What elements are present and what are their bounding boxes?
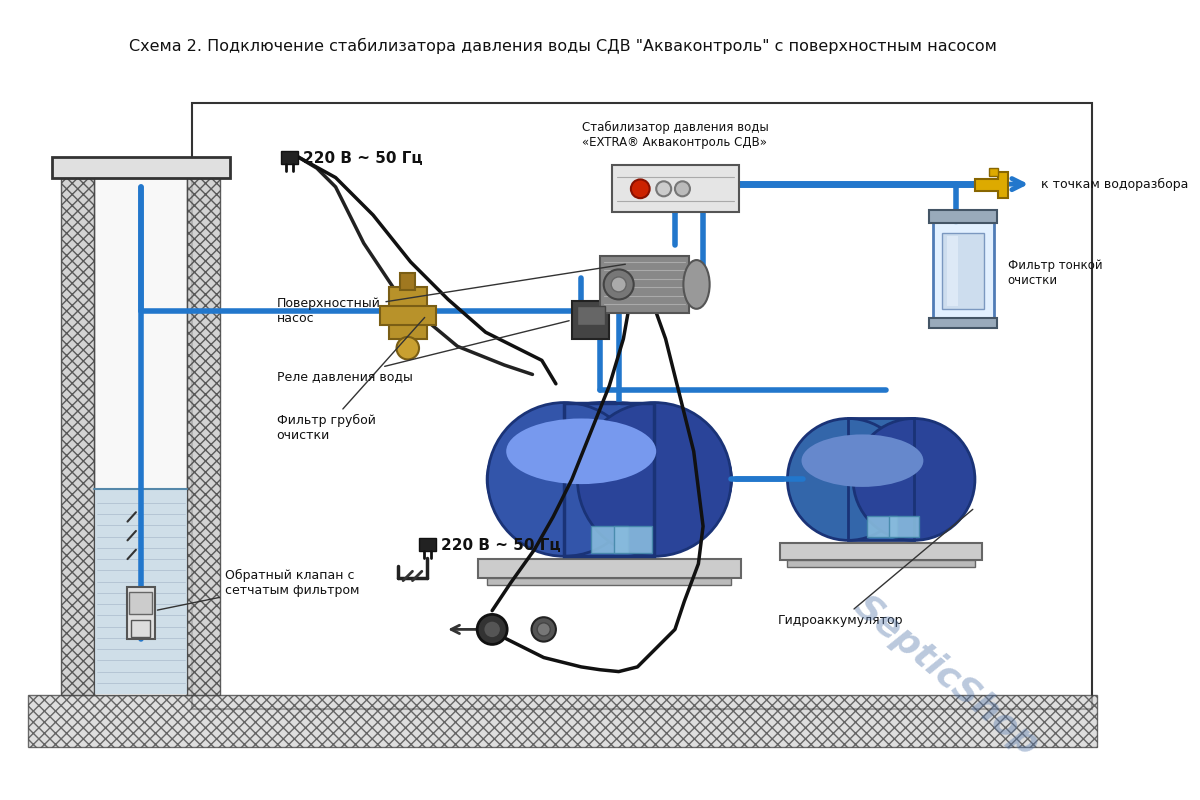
Text: Фильтр тонкой
очистки: Фильтр тонкой очистки	[1008, 259, 1103, 287]
Bar	[942, 233, 984, 309]
Bar	[600, 256, 689, 313]
Bar	[478, 559, 740, 578]
Ellipse shape	[487, 402, 731, 556]
Bar	[947, 236, 958, 306]
Bar	[564, 402, 654, 556]
Text: Обратный клапан с
сетчатым фильтром: Обратный клапан с сетчатым фильтром	[157, 569, 360, 610]
Ellipse shape	[787, 418, 910, 540]
Circle shape	[478, 614, 508, 645]
Text: Гидроаккумулятор: Гидроаккумулятор	[778, 510, 973, 626]
Bar	[281, 151, 298, 165]
Bar	[187, 178, 221, 695]
Text: Поверхностный
насос: Поверхностный насос	[276, 264, 625, 325]
Bar	[848, 418, 914, 540]
Text: Фильтр грубой
очистки: Фильтр грубой очистки	[276, 318, 425, 442]
Bar	[61, 178, 94, 695]
Bar	[401, 273, 415, 290]
Text: 220 В ~ 50 Гц: 220 В ~ 50 Гц	[440, 538, 560, 553]
Bar	[28, 695, 1097, 746]
Ellipse shape	[853, 418, 974, 540]
Bar	[419, 538, 436, 550]
Bar	[932, 222, 994, 320]
Text: к точкам водоразбора: к точкам водоразбора	[1040, 178, 1188, 190]
Circle shape	[631, 179, 649, 198]
Bar	[989, 168, 998, 176]
Ellipse shape	[577, 402, 731, 556]
Text: SepticShop: SepticShop	[848, 590, 1045, 763]
Bar	[94, 178, 187, 695]
Bar	[614, 526, 652, 553]
Circle shape	[656, 182, 671, 196]
Bar	[487, 578, 731, 586]
Bar	[780, 543, 983, 560]
Ellipse shape	[487, 402, 731, 556]
Polygon shape	[974, 172, 1008, 198]
Bar	[929, 318, 997, 327]
Circle shape	[532, 618, 556, 642]
Bar	[576, 306, 605, 325]
Bar	[192, 102, 1092, 709]
Circle shape	[538, 623, 551, 636]
Bar	[572, 302, 610, 339]
Circle shape	[674, 182, 690, 196]
Bar	[95, 489, 186, 694]
Text: Стабилизатор давления воды
«EXTRA® Акваконтроль СДВ»: Стабилизатор давления воды «EXTRA® Аквак…	[582, 122, 768, 150]
Bar	[52, 157, 229, 178]
Bar	[590, 526, 628, 553]
Ellipse shape	[487, 402, 641, 556]
Circle shape	[484, 621, 500, 638]
Text: 220 В ~ 50 Гц: 220 В ~ 50 Гц	[302, 151, 422, 166]
Bar	[889, 516, 919, 537]
Bar	[848, 418, 914, 540]
Bar	[868, 516, 898, 537]
Ellipse shape	[802, 434, 923, 487]
Text: Схема 2. Подключение стабилизатора давления воды СДВ "Акваконтроль" с поверхност: Схема 2. Подключение стабилизатора давле…	[128, 38, 996, 54]
Bar	[379, 306, 436, 325]
Bar	[612, 166, 739, 212]
Ellipse shape	[683, 260, 709, 309]
Bar	[787, 560, 974, 566]
Bar	[126, 587, 155, 638]
Circle shape	[611, 277, 626, 292]
Bar	[564, 402, 654, 556]
Circle shape	[604, 270, 634, 299]
Text: Реле давления воды: Реле давления воды	[276, 321, 569, 382]
Circle shape	[396, 337, 419, 359]
Ellipse shape	[506, 418, 656, 484]
Bar	[131, 620, 150, 637]
Bar	[130, 592, 152, 614]
Bar	[929, 210, 997, 223]
Bar	[389, 287, 426, 339]
